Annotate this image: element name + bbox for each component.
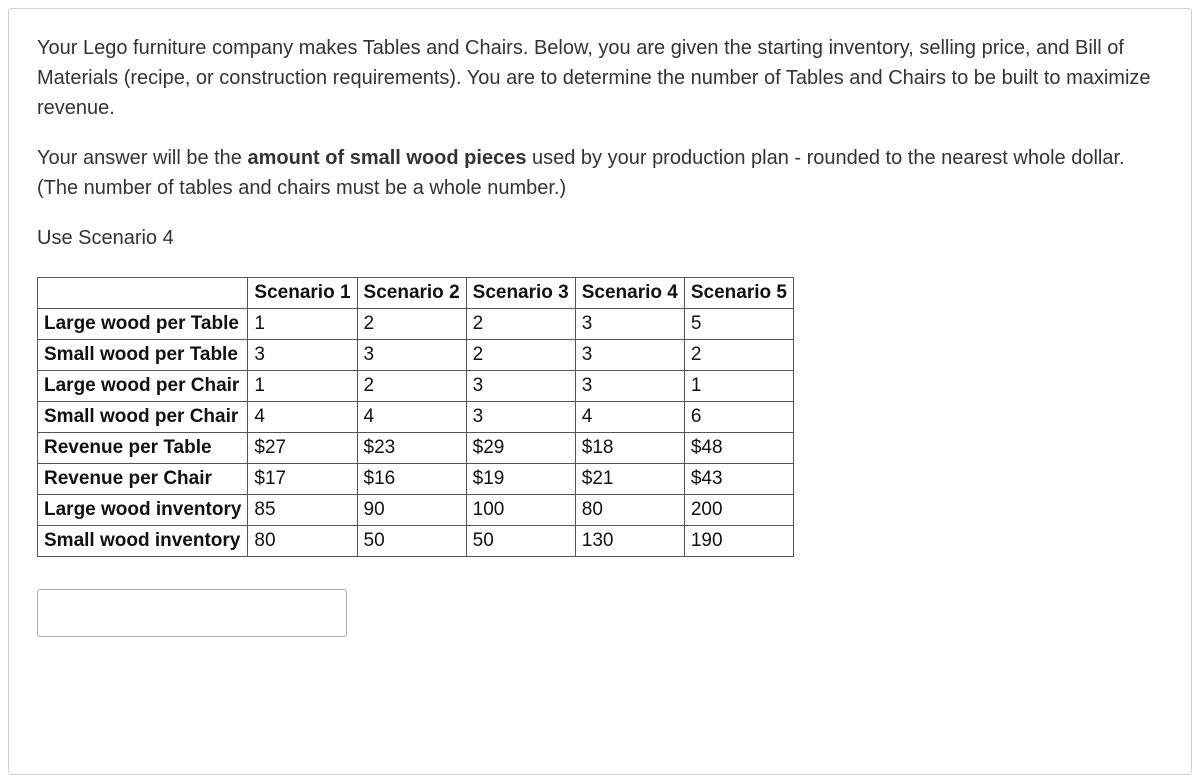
intro-paragraph-2: Your answer will be the amount of small … — [37, 143, 1163, 203]
cell: $18 — [575, 433, 684, 464]
table-row: Revenue per Chair $17 $16 $19 $21 $43 — [38, 464, 794, 495]
table-header-empty — [38, 278, 248, 309]
cell: 2 — [466, 309, 575, 340]
cell: 130 — [575, 526, 684, 557]
table-row: Revenue per Table $27 $23 $29 $18 $48 — [38, 433, 794, 464]
row-label: Small wood inventory — [38, 526, 248, 557]
cell: 1 — [248, 309, 357, 340]
cell: 3 — [575, 309, 684, 340]
cell: 3 — [466, 371, 575, 402]
cell: $17 — [248, 464, 357, 495]
cell: $43 — [684, 464, 793, 495]
cell: 2 — [466, 340, 575, 371]
intro-p2-pre: Your answer will be the — [37, 147, 248, 169]
cell: $16 — [357, 464, 466, 495]
table-row: Small wood per Chair 4 4 3 4 6 — [38, 402, 794, 433]
cell: 190 — [684, 526, 793, 557]
row-label: Large wood inventory — [38, 495, 248, 526]
cell: 6 — [684, 402, 793, 433]
table-header-row: Scenario 1 Scenario 2 Scenario 3 Scenari… — [38, 278, 794, 309]
cell: 1 — [684, 371, 793, 402]
cell: 100 — [466, 495, 575, 526]
cell: 85 — [248, 495, 357, 526]
row-label: Large wood per Chair — [38, 371, 248, 402]
table-row: Small wood per Table 3 3 2 3 2 — [38, 340, 794, 371]
scenario-instruction: Use Scenario 4 — [37, 223, 1163, 253]
cell: $48 — [684, 433, 793, 464]
row-label: Small wood per Table — [38, 340, 248, 371]
cell: $29 — [466, 433, 575, 464]
cell: $21 — [575, 464, 684, 495]
row-label: Large wood per Table — [38, 309, 248, 340]
intro-p2-bold: amount of small wood pieces — [248, 147, 527, 169]
cell: 90 — [357, 495, 466, 526]
table-row: Large wood inventory 85 90 100 80 200 — [38, 495, 794, 526]
cell: $19 — [466, 464, 575, 495]
col-header-3: Scenario 3 — [466, 278, 575, 309]
answer-input[interactable] — [37, 589, 347, 637]
cell: 4 — [357, 402, 466, 433]
cell: $27 — [248, 433, 357, 464]
cell: 80 — [575, 495, 684, 526]
table-row: Small wood inventory 80 50 50 130 190 — [38, 526, 794, 557]
cell: 200 — [684, 495, 793, 526]
row-label: Revenue per Table — [38, 433, 248, 464]
cell: 80 — [248, 526, 357, 557]
row-label: Small wood per Chair — [38, 402, 248, 433]
col-header-1: Scenario 1 — [248, 278, 357, 309]
table-row: Large wood per Chair 1 2 3 3 1 — [38, 371, 794, 402]
cell: 4 — [575, 402, 684, 433]
cell: 3 — [575, 371, 684, 402]
intro-paragraph-1-text: Your Lego furniture company makes Tables… — [37, 37, 1151, 119]
cell: 4 — [248, 402, 357, 433]
col-header-2: Scenario 2 — [357, 278, 466, 309]
row-label: Revenue per Chair — [38, 464, 248, 495]
cell: 50 — [466, 526, 575, 557]
intro-paragraph-1: Your Lego furniture company makes Tables… — [37, 33, 1163, 123]
col-header-4: Scenario 4 — [575, 278, 684, 309]
cell: 3 — [466, 402, 575, 433]
cell: 2 — [357, 371, 466, 402]
cell: 2 — [357, 309, 466, 340]
question-card: Your Lego furniture company makes Tables… — [8, 8, 1192, 775]
cell: 3 — [248, 340, 357, 371]
cell: 50 — [357, 526, 466, 557]
cell: $23 — [357, 433, 466, 464]
scenario-table: Scenario 1 Scenario 2 Scenario 3 Scenari… — [37, 277, 794, 557]
cell: 5 — [684, 309, 793, 340]
cell: 2 — [684, 340, 793, 371]
cell: 3 — [357, 340, 466, 371]
cell: 3 — [575, 340, 684, 371]
col-header-5: Scenario 5 — [684, 278, 793, 309]
cell: 1 — [248, 371, 357, 402]
table-row: Large wood per Table 1 2 2 3 5 — [38, 309, 794, 340]
